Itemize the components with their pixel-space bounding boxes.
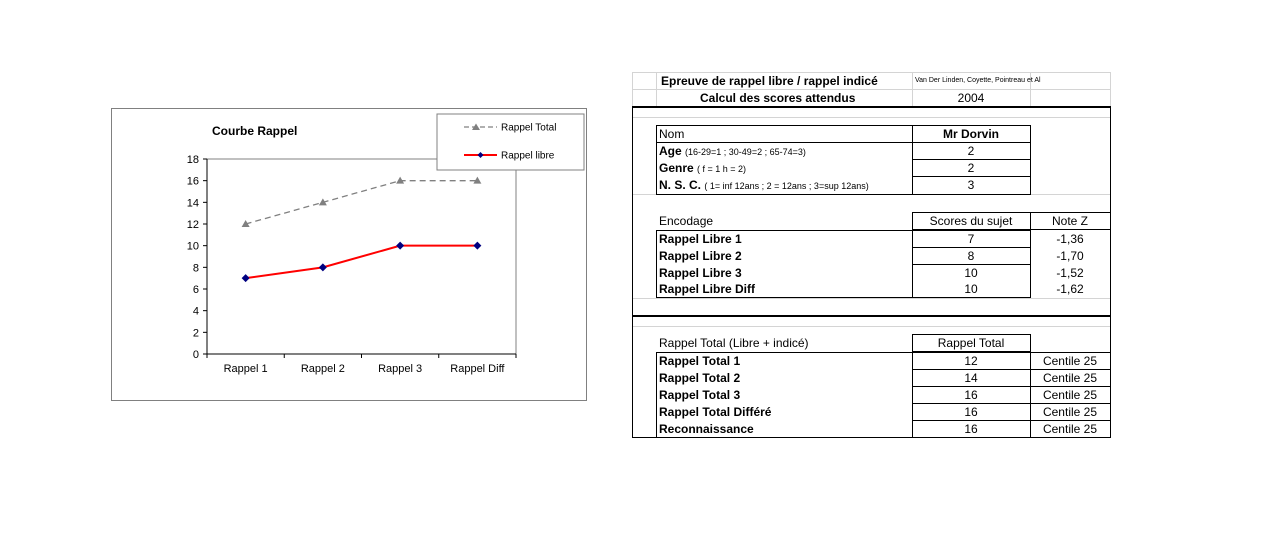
encodage-row-score: 10 [964, 282, 978, 296]
total-row-value: 16 [964, 422, 978, 436]
nsc-label: N. S. C. [659, 178, 702, 192]
sheet-authors: Van Der Linden, Coyette, Pointreau et Al [915, 77, 1041, 84]
total-row-centile: Centile 25 [1042, 388, 1098, 402]
line-chart: 0 2 4 6 8 10 12 14 16 18 Rappel 1 Rappel 2 Rappel 3 R… [187, 113, 585, 375]
encodage-row-label: Rappel Libre 2 [659, 249, 742, 263]
total-row-label: Rappel Total Différé [659, 405, 772, 419]
series-line-rappel-total [245, 180, 478, 225]
encodage-row-label: Rappel Libre Diff [659, 282, 756, 296]
chart-title: Courbe Rappel [212, 124, 297, 138]
sheet-title: Epreuve de rappel libre / rappel indicé [661, 74, 878, 88]
genre-hint: ( f = 1 h = 2) [697, 164, 747, 174]
y-tick-label: 0 [193, 349, 199, 361]
encodage-row-z: -1,36 [1056, 232, 1084, 246]
nsc-value: 3 [967, 178, 975, 192]
total-row-label: Rappel Total 1 [659, 354, 741, 368]
y-tick-label: 10 [187, 241, 199, 253]
y-tick-label: 14 [187, 197, 199, 209]
x-tick-label: Rappel 1 [224, 363, 268, 375]
total-row-label: Rappel Total 3 [659, 388, 741, 402]
y-tick-label: 16 [187, 176, 199, 188]
x-tick-label: Rappel 2 [301, 363, 345, 375]
genre-row: Genre ( f = 1 h = 2) [659, 160, 746, 177]
legend-label-rappel-total: Rappel Total [501, 123, 556, 134]
y-tick-label: 8 [193, 262, 199, 274]
x-tick-label: Rappel Diff [450, 363, 505, 375]
age-row: Age (16-29=1 ; 30-49=2 ; 65-74=3) [659, 143, 806, 160]
total-section-label: Rappel Total (Libre + indicé) [659, 336, 809, 350]
age-value: 2 [967, 144, 975, 158]
chart-area: 0 2 4 6 8 10 12 14 16 18 Rappel 1 Rappel 2 Rappel 3 R… [111, 108, 587, 401]
sheet-subtitle: Calcul des scores attendus [700, 91, 856, 105]
total-row-centile: Centile 25 [1042, 422, 1098, 436]
series-line-rappel-libre [245, 244, 478, 280]
total-row-centile: Centile 25 [1042, 405, 1098, 419]
legend-label-rappel-libre: Rappel libre [501, 151, 555, 162]
data-point-rappel-libre [473, 241, 482, 250]
sheet-year: 2004 [957, 91, 985, 105]
data-point-rappel-total [241, 220, 250, 227]
total-row-centile: Centile 25 [1042, 354, 1098, 368]
total-row-value: 14 [964, 371, 978, 385]
y-tick-label: 6 [193, 284, 199, 296]
data-point-rappel-total [318, 198, 327, 206]
rappel-total-header: Rappel Total [937, 336, 1005, 350]
genre-value: 2 [967, 161, 975, 175]
y-tick-label: 18 [187, 154, 199, 166]
encodage-row-score: 10 [964, 266, 978, 280]
x-tick-label: Rappel 3 [378, 363, 422, 375]
total-row-centile: Centile 25 [1042, 371, 1098, 385]
age-hint: (16-29=1 ; 30-49=2 ; 65-74=3) [685, 147, 806, 157]
data-point-rappel-libre [396, 241, 405, 250]
encodage-row-z: -1,70 [1056, 249, 1084, 263]
data-point-rappel-libre [318, 263, 327, 272]
scores-header: Scores du sujet [929, 214, 1013, 228]
total-row-label: Reconnaissance [659, 422, 754, 436]
encodage-row-score: 7 [967, 232, 975, 246]
y-tick-label: 2 [193, 327, 199, 339]
legend-marker-rappel-libre [477, 152, 484, 158]
y-tick-label: 4 [193, 306, 199, 318]
encodage-row-label: Rappel Libre 1 [659, 232, 742, 246]
age-label: Age [659, 144, 682, 158]
total-row-value: 16 [964, 405, 978, 419]
genre-label: Genre [659, 161, 694, 175]
chart-legend: Rappel Total Rappel libre [436, 113, 585, 171]
name-value: Mr Dorvin [942, 127, 999, 141]
score-sheet: Epreuve de rappel libre / rappel indicé … [632, 72, 1111, 438]
nsc-row: N. S. C. ( 1= inf 12ans ; 2 = 12ans ; 3=… [659, 177, 869, 194]
y-tick-label: 12 [187, 219, 199, 231]
encodage-row-score: 8 [967, 249, 975, 263]
data-point-rappel-total [473, 176, 482, 184]
note-z-header: Note Z [1051, 214, 1088, 228]
nsc-hint: ( 1= inf 12ans ; 2 = 12ans ; 3=sup 12ans… [704, 181, 869, 191]
data-point-rappel-libre [241, 274, 250, 283]
encodage-label: Encodage [659, 214, 714, 228]
data-point-rappel-total [396, 176, 405, 184]
legend-marker-rappel-total [472, 123, 480, 130]
total-row-value: 12 [964, 354, 978, 368]
encodage-row-z: -1,52 [1056, 266, 1084, 280]
name-label: Nom [659, 127, 685, 141]
total-row-value: 16 [964, 388, 978, 402]
encodage-row-z: -1,62 [1056, 282, 1084, 296]
encodage-row-label: Rappel Libre 3 [659, 266, 742, 280]
total-row-label: Rappel Total 2 [659, 371, 741, 385]
